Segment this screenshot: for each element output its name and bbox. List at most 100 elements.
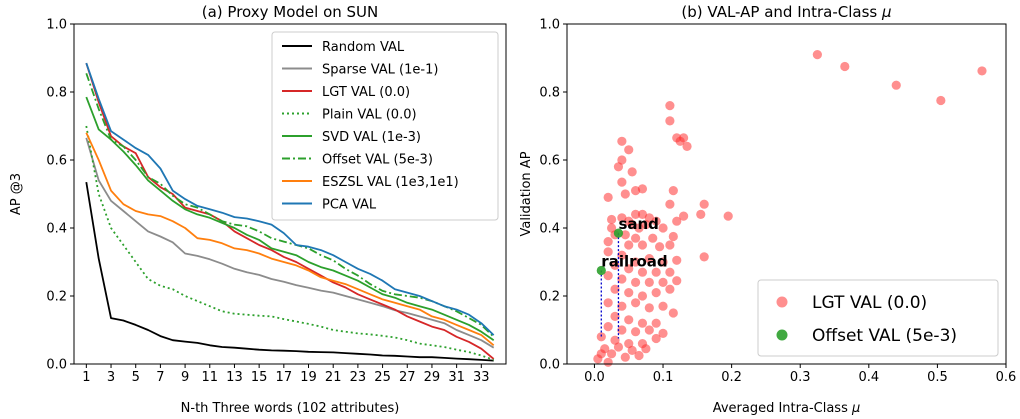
scatter-point-lgt <box>936 95 946 106</box>
scatter-point-lgt <box>665 240 675 250</box>
x-tick-label: 0.6 <box>996 370 1017 385</box>
legend-label: LGT VAL (0.0) <box>322 85 410 100</box>
scatter-point-lgt <box>624 145 634 155</box>
x-tick-label: 27 <box>399 370 416 385</box>
scatter-point-lgt <box>637 240 648 250</box>
scatter-point-lgt <box>658 277 668 287</box>
scatter-point-lgt <box>630 233 641 243</box>
point-annotation: railroad <box>601 253 667 271</box>
scatter-point-lgt <box>665 199 675 209</box>
x-tick-label: 0.3 <box>790 370 811 385</box>
scatter-point-lgt <box>655 242 665 252</box>
legend-label: ESZSL VAL (1e3,1e1) <box>322 175 459 190</box>
scatter-point-lgt <box>610 260 620 270</box>
scatter-point-lgt <box>637 184 648 194</box>
scatter-point-lgt <box>644 325 654 335</box>
scatter-point-lgt <box>617 325 627 335</box>
x-tick-label: 17 <box>276 370 293 385</box>
scatter-point-lgt <box>603 192 613 202</box>
x-tick-label: 21 <box>325 370 342 385</box>
series-line <box>85 137 495 349</box>
chart-a-lines <box>85 62 495 362</box>
x-tick-label: 29 <box>424 370 441 385</box>
point-annotation: sand <box>618 215 658 233</box>
scatter-point-lgt <box>617 155 627 165</box>
scatter-point-lgt <box>699 199 709 209</box>
scatter-point-lgt <box>627 220 637 230</box>
y-tick-label: 1.0 <box>539 18 560 33</box>
scatter-point-lgt <box>891 80 901 90</box>
x-tick-label: 0.0 <box>584 370 605 385</box>
legend-box <box>271 31 499 221</box>
scatter-point-lgt <box>617 301 627 311</box>
legend-label: Plain VAL (0.0) <box>322 108 417 123</box>
scatter-point-lgt <box>627 167 637 177</box>
chart-a-legend: Random VAL Sparse VAL (1e-1) LGT VAL (0.0)… <box>271 31 499 221</box>
x-tick-label: 33 <box>473 370 490 385</box>
chart-b-frame <box>566 23 1007 365</box>
scatter-point-lgt <box>637 318 648 328</box>
x-tick-label: 31 <box>448 370 465 385</box>
scatter-point-lgt <box>641 220 651 230</box>
scatter-point-lgt <box>665 101 675 111</box>
scatter-point-lgt <box>651 267 661 277</box>
series-line <box>85 132 495 346</box>
series-line <box>85 125 495 361</box>
scatter-point-lgt <box>644 277 654 287</box>
scatter-point-lgt <box>624 240 634 250</box>
scatter-point-lgt <box>617 177 627 187</box>
x-tick-label: 0.4 <box>858 370 879 385</box>
scatter-point-lgt <box>637 291 648 301</box>
legend-marker <box>776 296 788 308</box>
chart-a-title: (a) Proxy Model on SUN <box>202 3 379 21</box>
scatter-point-lgt <box>682 141 692 151</box>
chart-b-title-symbol: μ <box>881 3 892 21</box>
scatter-point-lgt <box>596 332 606 342</box>
scatter-point-lgt <box>651 288 661 298</box>
x-tick-label: 3 <box>107 370 115 385</box>
y-tick-label: 0.2 <box>539 290 560 305</box>
scatter-point-lgt <box>620 352 630 362</box>
scatter-point-offset <box>596 265 606 276</box>
chart-a-ticks: 1 3 5 7 9 11 13 15 17 19 21 23 25 27 29 31 330.00.20.40.… <box>46 18 489 386</box>
y-tick-label: 0.8 <box>539 86 560 101</box>
chart-b-xlabel: Averaged Intra-Class μ <box>713 401 861 416</box>
scatter-point-lgt <box>624 315 634 325</box>
scatter-point-lgt <box>658 301 668 311</box>
series-line <box>85 62 495 336</box>
x-tick-label: 5 <box>132 370 140 385</box>
scatter-point-lgt <box>699 252 709 262</box>
x-tick-label: 0.5 <box>927 370 948 385</box>
chart-b-ticks: 0.0 0.1 0.2 0.3 0.4 0.5 0.6 0.0 0.2 0.4 0.6 0.8 1.0 <box>539 18 1016 386</box>
legend-label: SVD VAL (1e-3) <box>322 130 421 145</box>
scatter-point-lgt <box>658 257 668 267</box>
scatter-point-lgt <box>637 209 648 219</box>
scatter-point-lgt <box>617 213 627 223</box>
scatter-point-lgt <box>603 237 613 247</box>
legend-marker <box>776 329 788 341</box>
scatter-point-lgt <box>679 211 689 221</box>
y-tick-label: 0.8 <box>46 86 67 101</box>
scatter-point-lgt <box>630 298 641 308</box>
scatter-point-lgt <box>630 257 641 267</box>
series-line <box>85 181 494 362</box>
scatter-point-lgt <box>596 349 606 359</box>
scatter-point-lgt <box>624 339 634 349</box>
scatter-point-lgt <box>624 288 634 298</box>
chart-b-xlabel-symbol: μ <box>851 401 860 416</box>
scatter-point-lgt <box>648 233 658 243</box>
scatter-point-lgt <box>665 267 675 277</box>
scatter-point-lgt <box>840 61 850 72</box>
scatter-point-lgt <box>610 284 620 294</box>
legend-label: Offset VAL (5e-3) <box>322 153 433 168</box>
scatter-point-lgt <box>723 211 733 221</box>
scatter-point-offset <box>613 228 624 238</box>
y-tick-label: 0.6 <box>539 154 560 169</box>
scatter-point-lgt <box>613 342 624 352</box>
scatter-point-lgt <box>620 189 630 199</box>
scatter-point-lgt <box>641 344 651 354</box>
chart-b-legend: LGT VAL (0.0) Offset VAL (5e-3) <box>757 279 999 357</box>
x-tick-label: 0.1 <box>653 370 674 385</box>
legend-label: Offset VAL (5e-3) <box>812 326 957 346</box>
y-tick-label: 0.6 <box>46 154 67 169</box>
